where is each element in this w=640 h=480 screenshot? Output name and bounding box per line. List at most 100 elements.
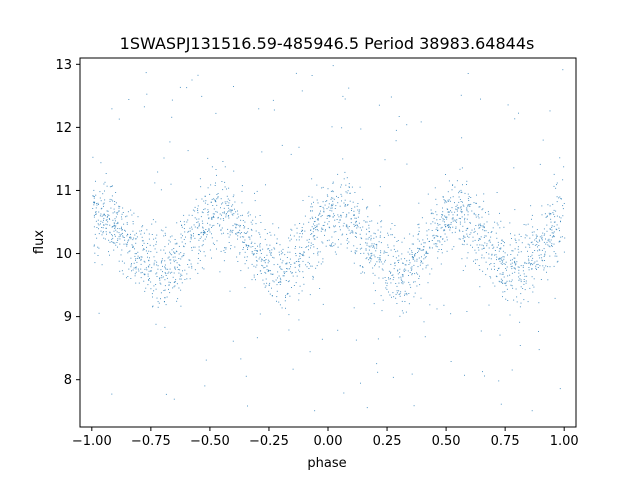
data-point [332, 190, 334, 192]
data-point [427, 238, 428, 240]
data-point [164, 272, 166, 274]
data-point [430, 209, 432, 211]
data-point [287, 246, 289, 248]
data-point [98, 233, 100, 235]
data-point [455, 226, 457, 228]
data-point [537, 246, 538, 248]
data-point [149, 244, 151, 246]
data-point [559, 216, 560, 218]
data-point [169, 259, 171, 261]
data-point [549, 234, 551, 236]
data-point [207, 214, 209, 216]
data-point [466, 228, 468, 230]
data-point [410, 286, 412, 288]
data-point [115, 212, 117, 214]
data-point [112, 185, 113, 187]
data-point [236, 217, 238, 219]
data-point [214, 199, 216, 201]
data-point [127, 276, 129, 277]
data-point [339, 229, 341, 231]
data-point [387, 246, 389, 248]
data-point [137, 255, 139, 257]
data-point [168, 284, 170, 286]
data-point [474, 249, 476, 251]
data-point [308, 238, 310, 240]
data-point [442, 211, 444, 213]
data-point [466, 184, 467, 185]
data-point [286, 268, 288, 269]
data-point [176, 243, 178, 245]
data-point [387, 234, 389, 236]
data-point [144, 261, 146, 263]
data-point [179, 269, 181, 271]
data-point [548, 238, 550, 240]
data-point [402, 262, 404, 264]
data-point [152, 306, 153, 308]
data-point [563, 203, 565, 204]
data-point [282, 275, 284, 277]
data-point [201, 198, 203, 200]
data-point [196, 218, 198, 220]
data-point [330, 198, 332, 200]
data-point [351, 230, 353, 232]
data-point [332, 181, 334, 183]
data-point [474, 259, 476, 261]
data-point [244, 287, 246, 289]
data-point [178, 245, 180, 247]
data-point [194, 210, 196, 212]
data-point [216, 240, 218, 242]
data-point [99, 215, 101, 217]
data-point [118, 210, 120, 212]
data-point [553, 185, 555, 187]
data-point [552, 236, 554, 238]
data-point [274, 234, 276, 236]
data-point [209, 231, 211, 233]
data-point [286, 293, 288, 295]
data-point [251, 252, 253, 254]
data-point [103, 214, 105, 216]
data-point [191, 228, 193, 230]
data-point [438, 240, 440, 242]
data-point [314, 235, 316, 237]
data-point [205, 359, 207, 361]
data-point [442, 218, 444, 220]
data-point [359, 248, 361, 250]
data-point [247, 212, 249, 214]
data-point [215, 211, 217, 213]
data-point [111, 234, 113, 236]
data-point [532, 243, 534, 245]
data-point [536, 264, 538, 266]
data-point [365, 258, 367, 260]
data-point [322, 186, 324, 188]
data-point [397, 273, 399, 275]
data-point [505, 283, 507, 285]
data-point [333, 231, 335, 233]
data-point [253, 276, 255, 278]
data-point [435, 211, 437, 213]
data-point [496, 246, 498, 248]
data-point [447, 224, 449, 226]
data-point [478, 238, 480, 240]
data-point [293, 285, 295, 286]
data-point [216, 174, 217, 176]
data-point [374, 256, 376, 258]
data-point [510, 284, 512, 286]
data-point [386, 288, 388, 290]
data-point [272, 256, 274, 258]
data-point [95, 211, 97, 213]
data-point [395, 257, 397, 259]
data-point [144, 290, 146, 292]
data-point [161, 258, 163, 260]
data-point [349, 232, 351, 234]
data-point [237, 235, 239, 237]
data-point [233, 213, 235, 215]
data-point [469, 233, 471, 235]
data-point [247, 244, 249, 246]
data-point [491, 254, 493, 256]
data-point [299, 266, 301, 268]
data-point [233, 170, 235, 172]
data-point [559, 196, 561, 198]
data-point [285, 263, 287, 265]
data-point [292, 275, 294, 277]
data-point [463, 240, 465, 241]
